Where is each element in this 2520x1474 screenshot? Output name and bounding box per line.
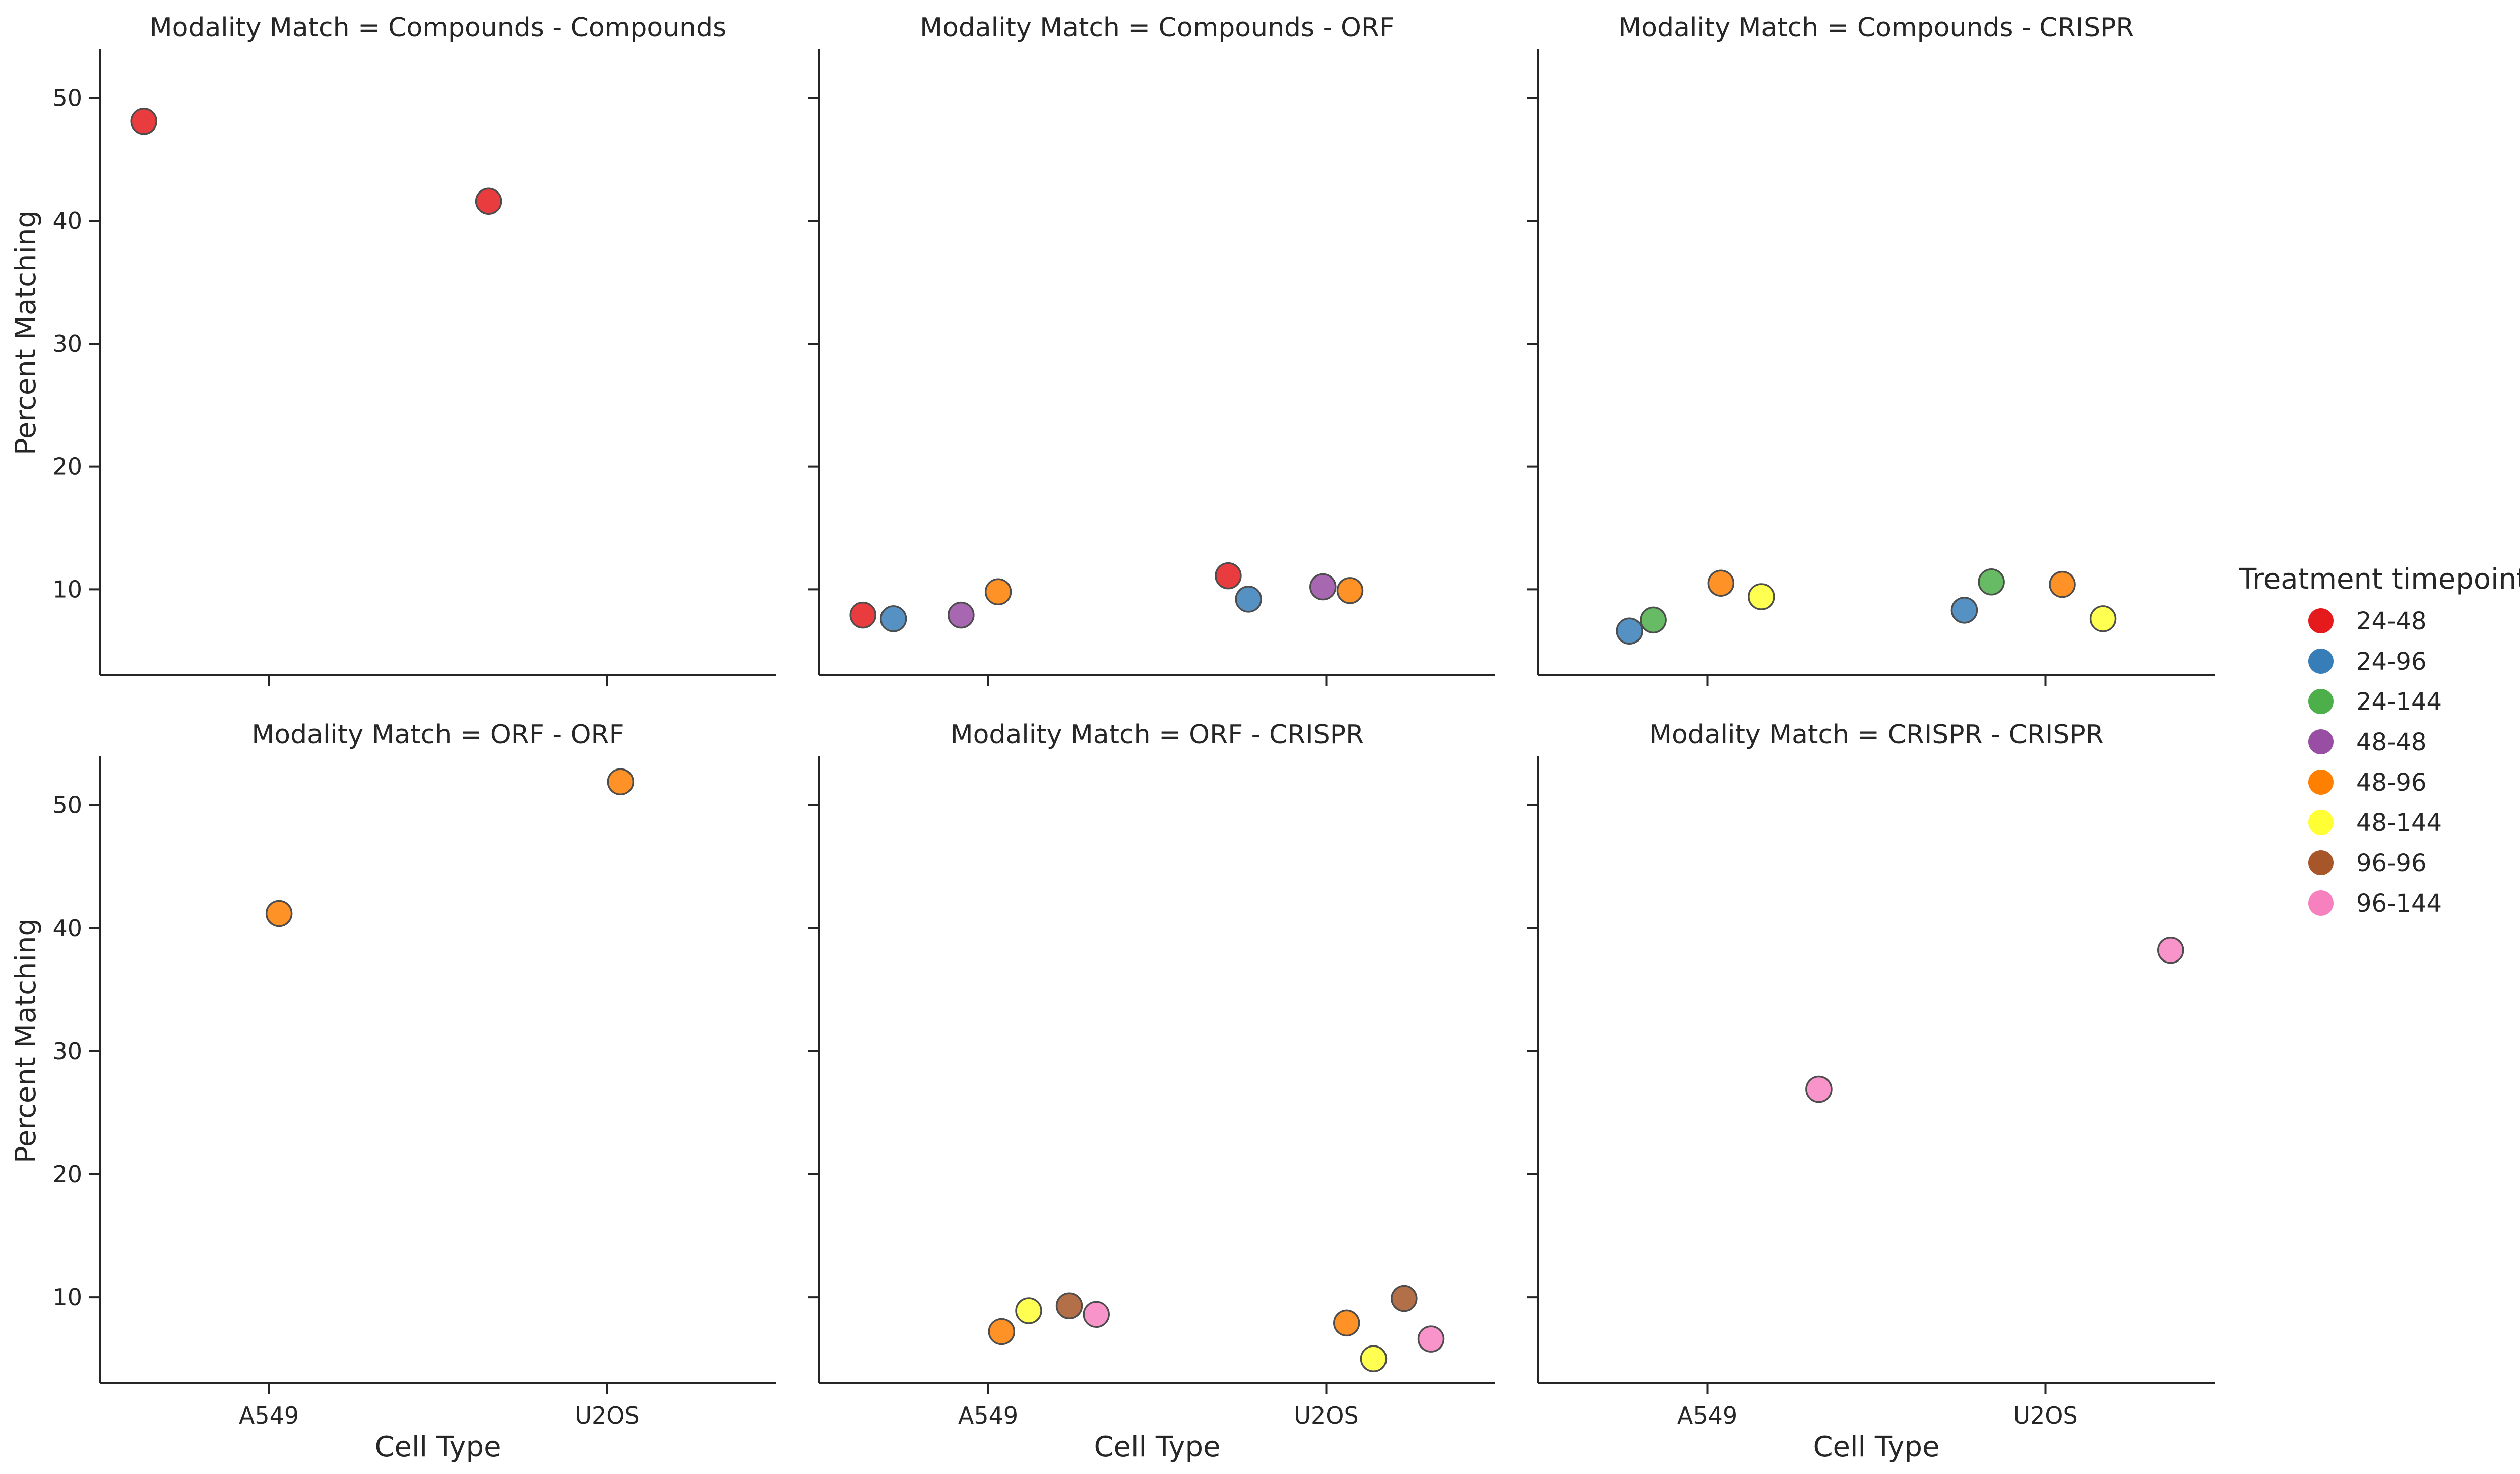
y-tick-label: 20: [52, 453, 82, 480]
legend-marker: [2308, 649, 2334, 674]
data-point: [1950, 597, 1978, 624]
panel-5: Modality Match = ORF - CRISPR A549 U2OS Cel…: [808, 720, 1495, 1463]
data-point: [1336, 577, 1364, 604]
data-point: [607, 768, 635, 796]
y-tick-label: 40: [52, 915, 82, 942]
data-point: [1215, 562, 1242, 590]
data-point: [1309, 573, 1337, 601]
x-tick-label: U2OS: [2013, 1402, 2077, 1429]
data-point: [1707, 569, 1735, 597]
data-point: [1391, 1285, 1418, 1312]
legend-title: Treatment timepoint: [2239, 563, 2520, 596]
data-point: [879, 605, 907, 632]
legend-label: 24-144: [2356, 688, 2442, 716]
y-axis-label-bottom: Percent Matching: [10, 918, 42, 1163]
x-axis-label: Cell Type: [1813, 1431, 1939, 1463]
data-point: [2089, 605, 2117, 632]
y-tick-label: 20: [52, 1161, 82, 1188]
data-point: [1805, 1075, 1833, 1103]
x-tick-label: U2OS: [575, 1402, 639, 1429]
legend-label: 48-48: [2356, 728, 2426, 756]
panel-6: Modality Match = CRISPR - CRISPR A549 U2OS…: [1527, 720, 2215, 1463]
legend-label: 96-96: [2356, 849, 2426, 877]
y-tick-label: 10: [52, 1284, 82, 1311]
data-point: [1235, 586, 1262, 613]
data-point: [1055, 1292, 1083, 1319]
x-axis-label: Cell Type: [374, 1431, 501, 1463]
data-point: [2157, 936, 2184, 964]
data-point: [988, 1318, 1016, 1345]
y-tick-label: 30: [52, 1038, 82, 1065]
panel-2: Modality Match = Compounds - ORF: [808, 13, 1495, 686]
legend-marker: [2308, 608, 2334, 633]
y-tick-label: 30: [52, 330, 82, 357]
data-point: [1360, 1345, 1388, 1372]
panel-3: Modality Match = Compounds - CRISPR: [1527, 13, 2215, 686]
data-point: [475, 187, 502, 215]
y-tick-label: 40: [52, 207, 82, 234]
data-point: [984, 578, 1012, 606]
data-point: [1640, 606, 1667, 634]
panel-title: Modality Match = Compounds - CRISPR: [1618, 13, 2134, 43]
y-tick-label: 50: [52, 792, 82, 819]
panel-1: Modality Match = Compounds - Compounds 10…: [52, 13, 776, 686]
y-tick-label: 10: [52, 575, 82, 603]
legend-label: 24-48: [2356, 607, 2426, 635]
y-tick-label: 50: [52, 84, 82, 111]
legend-marker: [2308, 810, 2334, 835]
panel-title: Modality Match = Compounds - Compounds: [150, 13, 726, 43]
legend-marker: [2308, 770, 2334, 795]
panel-title: Modality Match = CRISPR - CRISPR: [1649, 720, 2104, 750]
x-tick-label: U2OS: [1294, 1402, 1358, 1429]
data-point: [130, 108, 157, 135]
data-point: [265, 900, 293, 927]
x-axis-label: Cell Type: [1094, 1431, 1220, 1463]
legend-label: 48-96: [2356, 768, 2426, 797]
x-tick-label: A549: [239, 1402, 299, 1429]
legend-marker: [2308, 850, 2334, 875]
legend-marker: [2308, 689, 2334, 714]
legend-marker: [2308, 890, 2334, 916]
legend-label: 48-144: [2356, 809, 2442, 837]
data-point: [948, 601, 975, 629]
panel-4: Modality Match = ORF - ORF 10 20 30 40 50 A549…: [52, 720, 776, 1463]
panel-title: Modality Match = ORF - CRISPR: [951, 720, 1364, 750]
data-point: [2049, 570, 2076, 598]
x-tick-label: A549: [1677, 1402, 1737, 1429]
data-point: [1333, 1309, 1360, 1337]
data-point: [1978, 568, 2005, 596]
legend-marker: [2308, 729, 2334, 754]
data-point: [1083, 1301, 1110, 1328]
panel-title: Modality Match = Compounds - ORF: [920, 13, 1395, 43]
legend-label: 96-144: [2356, 889, 2442, 918]
data-point: [849, 601, 876, 629]
data-point: [1015, 1297, 1042, 1324]
data-point: [1417, 1325, 1445, 1353]
y-axis-label-top: Percent Matching: [10, 210, 42, 455]
data-point: [1616, 617, 1643, 645]
panel-title: Modality Match = ORF - ORF: [251, 720, 624, 750]
legend: Treatment timepoint 24-48 24-96 24-144 48-4…: [2239, 563, 2520, 918]
data-point: [1748, 583, 1775, 610]
legend-label: 24-96: [2356, 648, 2426, 676]
panels-group: Modality Match = Compounds - Compounds 10…: [52, 13, 2215, 1463]
x-tick-label: A549: [958, 1402, 1018, 1429]
